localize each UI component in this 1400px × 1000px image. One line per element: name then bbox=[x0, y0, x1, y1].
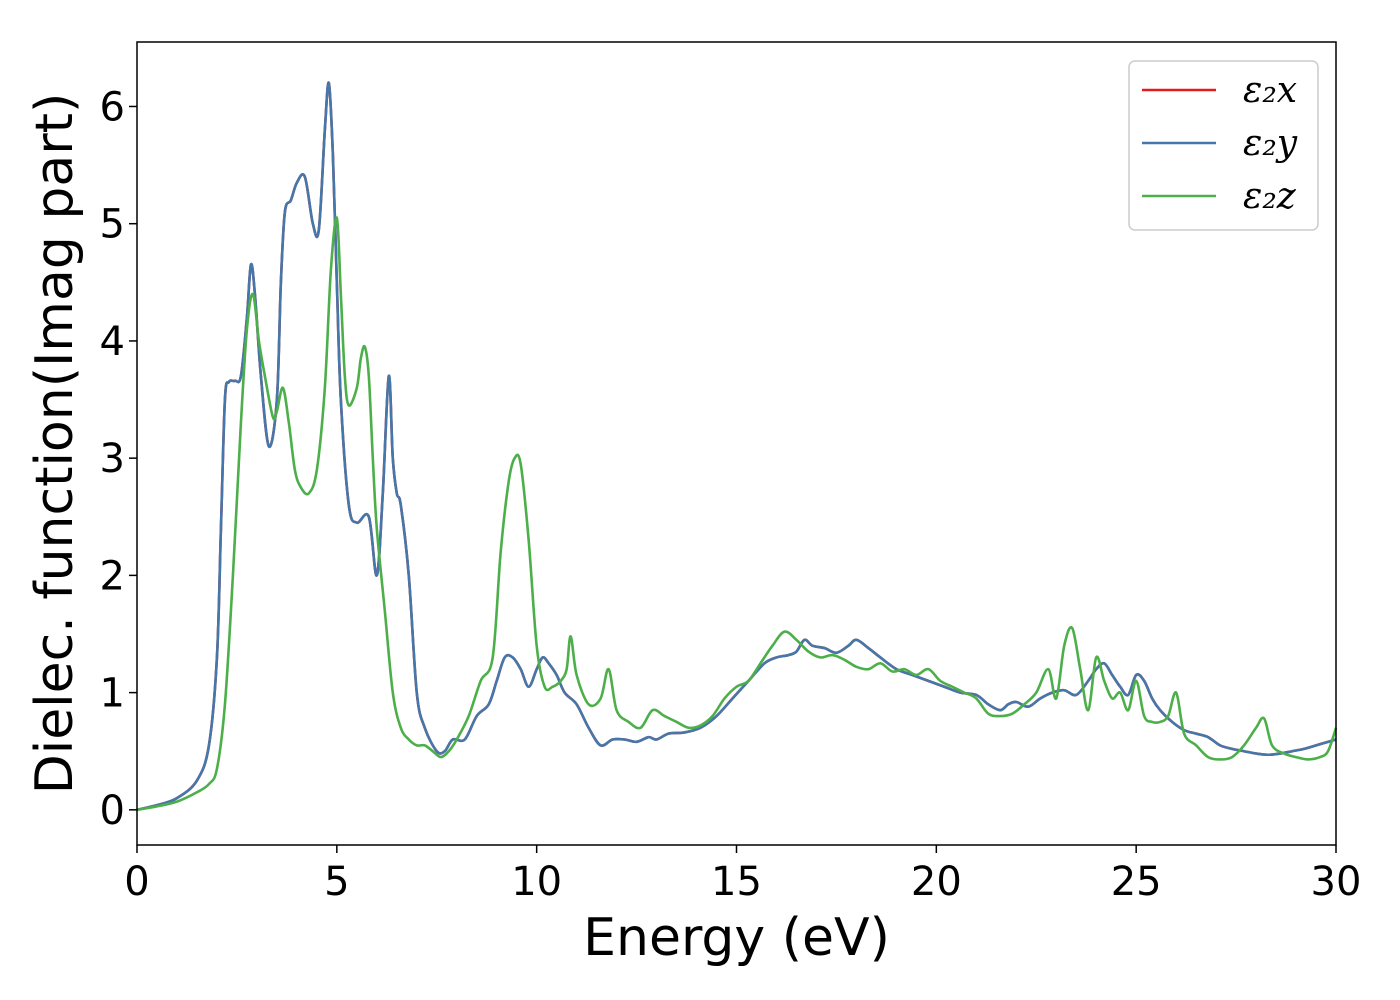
legend-label: ε₂z bbox=[1243, 176, 1297, 217]
x-tick-label: 25 bbox=[1111, 859, 1162, 905]
ticks-layer: 0 5 10 15 20 25 30 0 1 2 3 4 5 6 bbox=[100, 84, 1362, 905]
y-tick-label: 3 bbox=[100, 436, 125, 482]
y-tick-label: 4 bbox=[100, 319, 125, 365]
series-layer bbox=[136, 81, 1338, 812]
legend: ε₂x ε₂y ε₂z bbox=[1128, 60, 1319, 231]
y-tick-label: 0 bbox=[100, 788, 125, 834]
legend-label: ε₂y bbox=[1243, 123, 1298, 164]
y-tick-label: 2 bbox=[100, 553, 125, 599]
legend-box bbox=[1128, 60, 1319, 231]
plot-frame bbox=[136, 41, 1337, 846]
x-axis-label: Energy (eV) bbox=[583, 908, 890, 968]
x-tick-label: 5 bbox=[324, 859, 349, 905]
x-tick-label: 0 bbox=[124, 859, 149, 905]
series-line-e2z bbox=[136, 216, 1338, 812]
y-tick-label: 1 bbox=[100, 671, 125, 717]
x-tick-label: 15 bbox=[711, 859, 762, 905]
x-tick-label: 10 bbox=[511, 859, 562, 905]
y-tick-label: 5 bbox=[100, 202, 125, 248]
x-tick-label: 30 bbox=[1311, 859, 1362, 905]
series-line-e2y bbox=[136, 81, 1337, 812]
legend-label: ε₂x bbox=[1243, 70, 1297, 111]
y-tick-label: 6 bbox=[100, 84, 125, 130]
y-axis-label: Dielec. function(Imag part) bbox=[25, 93, 85, 795]
x-tick-label: 20 bbox=[911, 859, 962, 905]
